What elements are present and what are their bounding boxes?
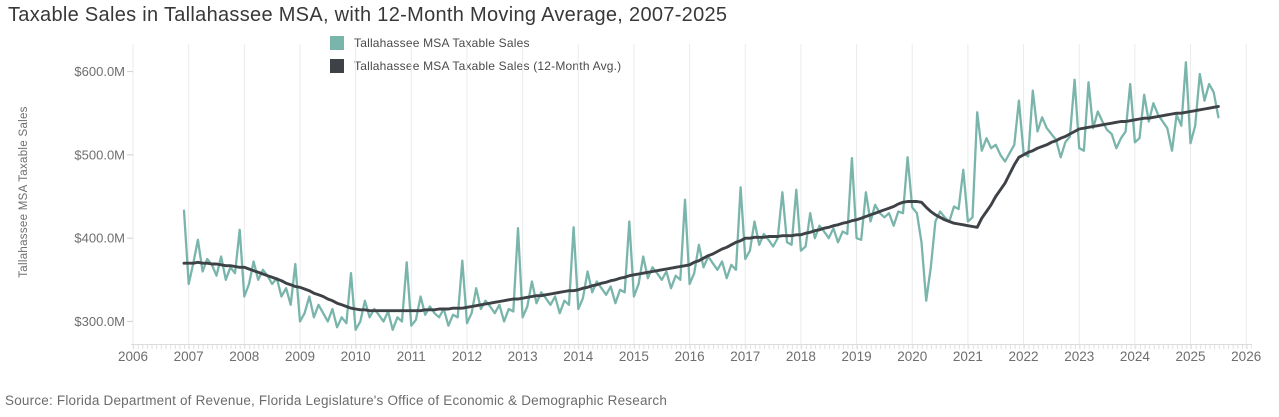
y-tick-label: $500.0M <box>74 147 125 162</box>
x-tick-label: 2012 <box>452 349 482 364</box>
legend: Tallahassee MSA Taxable Sales Tallahasse… <box>330 36 621 73</box>
series-line-0 <box>182 61 1220 331</box>
x-tick-label: 2013 <box>508 349 538 364</box>
chart-title: Taxable Sales in Tallahassee MSA, with 1… <box>8 4 728 26</box>
x-tick-label: 2025 <box>1176 349 1206 364</box>
x-tick-label: 2020 <box>897 349 927 364</box>
y-tick-label: $300.0M <box>74 314 125 329</box>
y-tick-label: $400.0M <box>74 231 125 246</box>
x-tick-label: 2017 <box>730 349 760 364</box>
x-tick-label: 2008 <box>229 349 259 364</box>
x-tick-label: 2006 <box>118 349 148 364</box>
x-tick-label: 2010 <box>341 349 371 364</box>
legend-label-avg: Tallahassee MSA Taxable Sales (12-Month … <box>354 59 622 73</box>
x-tick-label: 2021 <box>953 349 983 364</box>
x-tick-label: 2009 <box>285 349 315 364</box>
x-tick-label: 2011 <box>397 349 426 364</box>
legend-item-avg: Tallahassee MSA Taxable Sales (12-Month … <box>330 59 621 73</box>
x-tick-label: 2018 <box>786 349 816 364</box>
x-tick-label: 2024 <box>1120 349 1151 364</box>
x-tick-label: 2007 <box>174 349 204 364</box>
legend-swatch-avg-icon <box>330 59 344 73</box>
legend-swatch-sales-icon <box>330 36 344 50</box>
legend-label-sales: Tallahassee MSA Taxable Sales <box>354 36 530 50</box>
x-tick-label: 2014 <box>563 349 594 364</box>
legend-item-sales: Tallahassee MSA Taxable Sales <box>330 36 621 50</box>
x-tick-label: 2022 <box>1009 349 1039 364</box>
x-tick-label: 2023 <box>1064 349 1094 364</box>
series-line-1 <box>182 105 1220 313</box>
y-tick-label: $600.0M <box>74 64 125 79</box>
x-tick-label: 2016 <box>675 349 705 364</box>
x-tick-label: 2019 <box>842 349 872 364</box>
x-tick-label: 2015 <box>619 349 649 364</box>
source-note: Source: Florida Department of Revenue, F… <box>5 393 668 408</box>
x-tick-label: 2026 <box>1231 349 1261 364</box>
